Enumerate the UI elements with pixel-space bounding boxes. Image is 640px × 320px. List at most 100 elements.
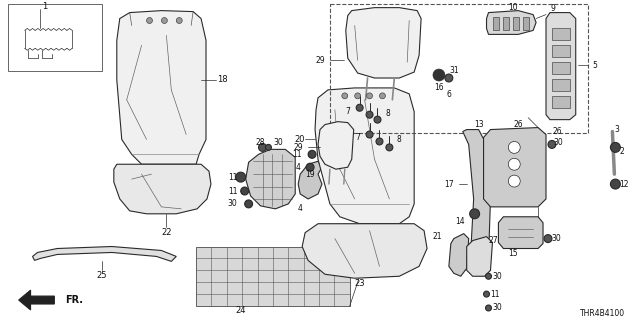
Bar [552,45,570,57]
Text: 12: 12 [620,180,629,188]
Text: 11: 11 [228,172,237,182]
Circle shape [366,131,373,138]
Text: 8: 8 [385,109,390,118]
Bar [196,246,349,306]
Text: 4: 4 [298,204,303,213]
Text: 19: 19 [305,170,315,179]
Text: 25: 25 [97,271,107,280]
Text: 27: 27 [489,236,499,245]
Text: 7: 7 [346,107,350,116]
Polygon shape [484,128,546,207]
Circle shape [470,209,479,219]
Circle shape [147,18,152,23]
Text: 14: 14 [455,217,465,226]
Bar [8,4,102,71]
Text: THR4B4100: THR4B4100 [580,309,625,318]
Polygon shape [346,8,421,78]
Circle shape [366,111,373,118]
Circle shape [244,200,253,208]
Polygon shape [486,11,536,34]
Circle shape [236,172,246,182]
Circle shape [176,18,182,23]
Text: FR.: FR. [65,295,83,305]
Circle shape [367,93,372,99]
Circle shape [374,116,381,123]
Polygon shape [318,122,354,169]
Polygon shape [499,217,543,249]
Polygon shape [467,236,492,276]
Text: 24: 24 [236,307,246,316]
Text: 31: 31 [449,66,459,75]
Circle shape [306,163,314,171]
Text: 10: 10 [508,3,518,12]
Circle shape [486,273,492,279]
Polygon shape [114,164,211,214]
Polygon shape [449,234,468,276]
Bar [524,17,529,30]
Polygon shape [463,130,490,266]
Text: 18: 18 [218,76,228,84]
Text: 5: 5 [592,60,597,70]
Circle shape [355,93,361,99]
Polygon shape [116,11,206,164]
Circle shape [241,187,248,195]
Text: 29: 29 [294,143,303,152]
Circle shape [308,150,316,158]
Text: 3: 3 [614,125,619,134]
Text: 7: 7 [355,133,360,142]
Circle shape [433,69,445,81]
Text: 21: 21 [433,232,442,241]
Polygon shape [298,161,322,199]
Circle shape [342,93,348,99]
Text: 20: 20 [294,135,305,144]
Text: 15: 15 [508,249,518,258]
Text: 30: 30 [228,199,237,208]
Circle shape [356,104,363,111]
Circle shape [508,141,520,153]
Circle shape [161,18,167,23]
Circle shape [508,158,520,170]
Polygon shape [19,290,54,310]
Text: 30: 30 [273,138,284,147]
Bar [513,17,519,30]
Bar [493,17,499,30]
Polygon shape [33,246,176,261]
Circle shape [376,138,383,145]
Circle shape [548,140,556,148]
Text: 22: 22 [161,228,172,237]
Text: 8: 8 [397,135,402,144]
Polygon shape [302,224,427,278]
Text: 13: 13 [474,120,484,129]
Text: 1: 1 [42,2,47,11]
Circle shape [508,175,520,187]
Text: 16: 16 [434,84,444,92]
Text: 26: 26 [553,127,563,136]
Text: 30: 30 [493,272,502,281]
Text: 2: 2 [620,147,624,156]
Text: 6: 6 [447,90,451,100]
Circle shape [611,179,620,189]
Circle shape [380,93,385,99]
Circle shape [266,144,271,150]
Bar [504,17,509,30]
Text: 11: 11 [491,290,500,299]
Text: 30: 30 [551,234,561,243]
Circle shape [484,291,490,297]
Polygon shape [546,12,576,120]
Bar [330,4,588,132]
Text: 28: 28 [256,138,265,147]
Circle shape [259,143,266,151]
Text: 4: 4 [295,163,300,172]
Circle shape [445,74,453,82]
Bar [552,79,570,91]
Text: 30: 30 [493,303,502,312]
Text: 26: 26 [513,120,523,129]
Polygon shape [246,149,295,209]
Circle shape [544,235,552,243]
Text: 11: 11 [228,187,237,196]
Bar [552,28,570,40]
Bar [552,62,570,74]
Text: 11: 11 [292,150,302,159]
Polygon shape [315,88,414,224]
Circle shape [611,142,620,152]
